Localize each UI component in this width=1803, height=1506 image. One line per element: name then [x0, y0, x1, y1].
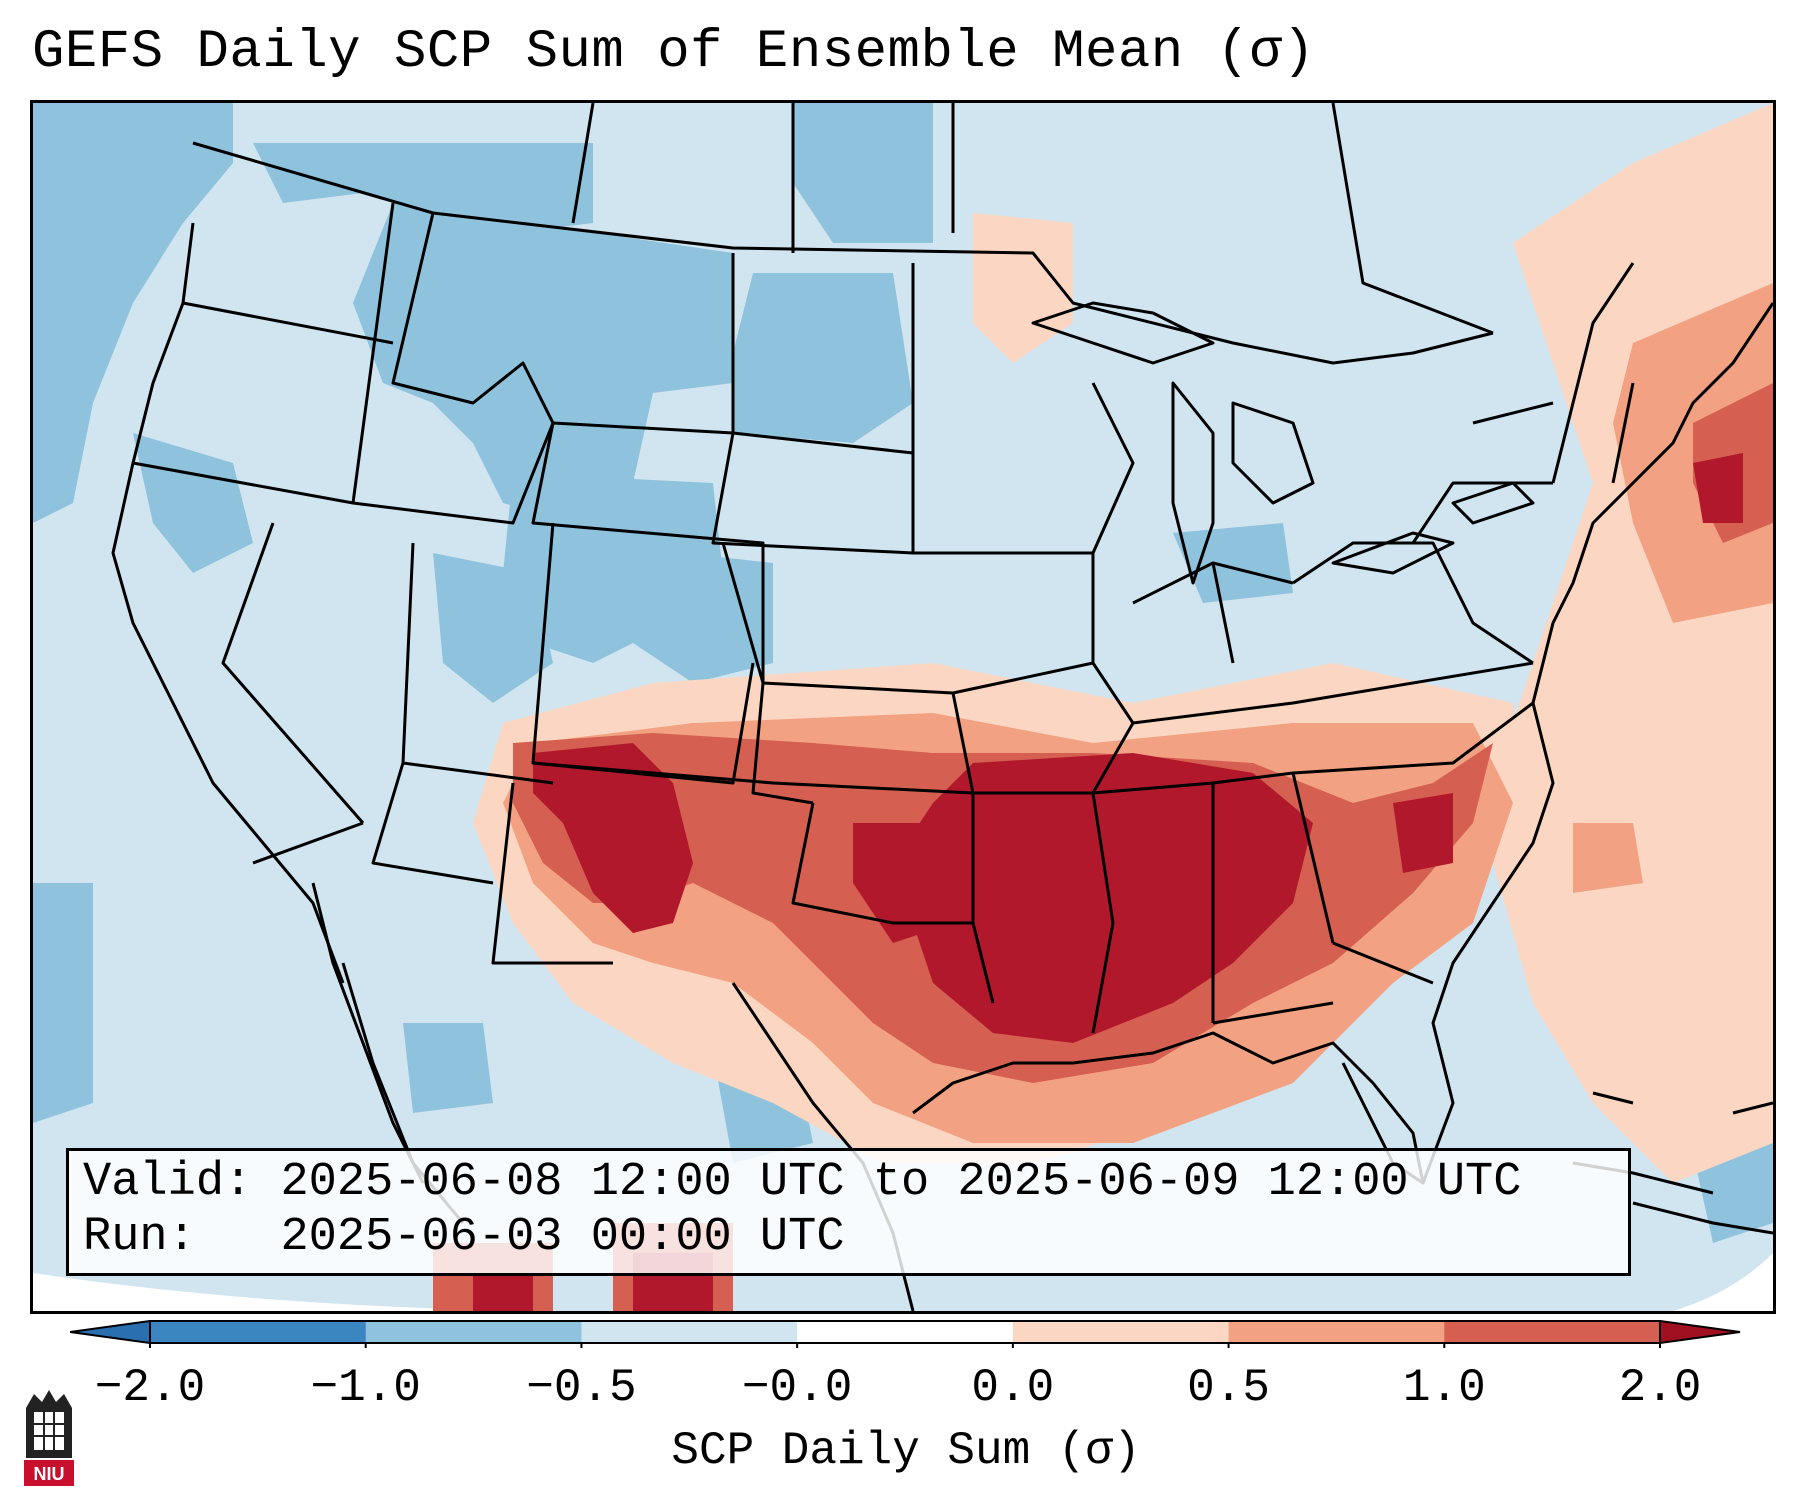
colorbar-extend-high: [1659, 1319, 1741, 1345]
colorbar-segment: [581, 1321, 798, 1343]
colorbar-tick-label: −0.0: [741, 1362, 853, 1414]
colorbar-segment: [797, 1321, 1014, 1343]
colorbar-outline: [149, 1320, 1661, 1344]
colorbar-segment: [150, 1321, 367, 1343]
colorbar-tick-label: 0.5: [1187, 1362, 1270, 1414]
logo-text: NIU: [34, 1464, 65, 1484]
colorbar-tick-label: −2.0: [94, 1362, 206, 1414]
extreme-positive-region: [473, 453, 1743, 1311]
colorbar-tick-label: 0.0: [971, 1362, 1055, 1414]
map-panel: [30, 100, 1776, 1314]
run-time: 2025-06-03 00:00 UTC: [280, 1211, 845, 1264]
colorbar-tick-label: −1.0: [310, 1362, 421, 1414]
chart-title: GEFS Daily SCP Sum of Ensemble Mean (σ): [32, 22, 1316, 83]
colorbar-tick-label: 1.0: [1402, 1362, 1486, 1414]
valid-label: Valid:: [83, 1156, 253, 1209]
run-label: Run:: [83, 1211, 196, 1264]
colorbar-segment: [1012, 1321, 1230, 1343]
colorbar-extend-low: [70, 1319, 151, 1345]
projection-edge-right: [1673, 1253, 1773, 1311]
colorbar-tick-label: −0.5: [526, 1362, 637, 1414]
validity-info-box: Valid: 2025-06-08 12:00 UTC to 2025-06-0…: [66, 1148, 1631, 1276]
niu-logo: NIU: [24, 1390, 74, 1486]
scp-map: [33, 103, 1773, 1311]
colorbar-segment: [1228, 1321, 1445, 1343]
projection-edge-left: [33, 1273, 733, 1311]
state-boundaries: [111, 103, 1773, 1311]
negative-anomaly-region: [33, 103, 1773, 1243]
colorbar-segment: [1444, 1321, 1661, 1343]
valid-time-range: 2025-06-08 12:00 UTC to 2025-06-09 12:00…: [280, 1156, 1522, 1209]
colorbar-segment: [365, 1321, 582, 1343]
colorbar-tick-label: 2.0: [1618, 1362, 1702, 1414]
colorbar-label: SCP Daily Sum (σ): [671, 1425, 1141, 1477]
colorbar: [70, 1319, 1741, 1348]
